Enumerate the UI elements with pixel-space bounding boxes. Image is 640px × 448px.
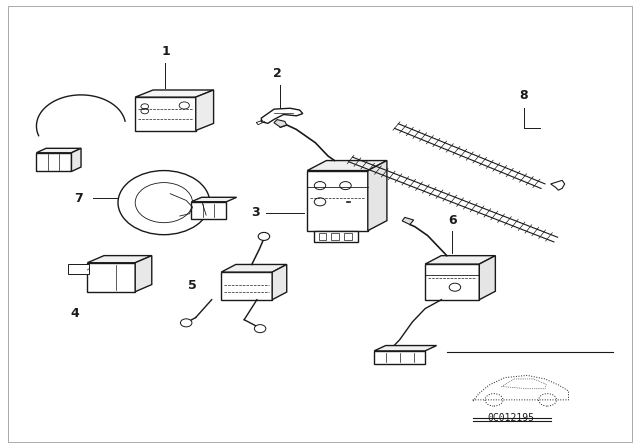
Polygon shape — [36, 148, 81, 153]
Polygon shape — [314, 231, 358, 242]
Text: 4: 4 — [70, 307, 79, 320]
Polygon shape — [135, 97, 196, 130]
Polygon shape — [402, 217, 413, 224]
Polygon shape — [88, 263, 135, 292]
Polygon shape — [72, 148, 81, 172]
Polygon shape — [550, 181, 564, 190]
Text: 3: 3 — [251, 206, 259, 219]
Polygon shape — [36, 153, 72, 172]
Text: 8: 8 — [520, 89, 528, 102]
Text: 7: 7 — [74, 192, 83, 205]
Polygon shape — [221, 264, 287, 272]
Text: 0C012195: 0C012195 — [488, 414, 534, 423]
Polygon shape — [307, 171, 368, 231]
Circle shape — [258, 233, 269, 241]
Polygon shape — [272, 264, 287, 300]
Text: 1: 1 — [161, 45, 170, 58]
Polygon shape — [196, 90, 214, 130]
Polygon shape — [374, 345, 436, 351]
Polygon shape — [425, 256, 495, 264]
Text: 6: 6 — [448, 214, 456, 227]
Polygon shape — [191, 197, 237, 202]
Polygon shape — [479, 256, 495, 300]
Circle shape — [254, 325, 266, 332]
Polygon shape — [191, 202, 227, 219]
Polygon shape — [307, 160, 387, 171]
Circle shape — [180, 319, 192, 327]
Polygon shape — [374, 351, 425, 364]
Polygon shape — [473, 375, 568, 401]
Polygon shape — [221, 272, 272, 300]
Text: 2: 2 — [273, 67, 282, 80]
Polygon shape — [274, 120, 287, 127]
Bar — [319, 233, 326, 241]
Polygon shape — [68, 263, 89, 274]
Bar — [344, 233, 352, 241]
Polygon shape — [425, 264, 479, 300]
Text: 5: 5 — [188, 280, 197, 293]
Polygon shape — [368, 160, 387, 231]
Bar — [332, 233, 339, 241]
Polygon shape — [502, 379, 546, 389]
Polygon shape — [261, 108, 303, 123]
Polygon shape — [88, 256, 152, 263]
Polygon shape — [135, 90, 214, 97]
Polygon shape — [135, 256, 152, 292]
